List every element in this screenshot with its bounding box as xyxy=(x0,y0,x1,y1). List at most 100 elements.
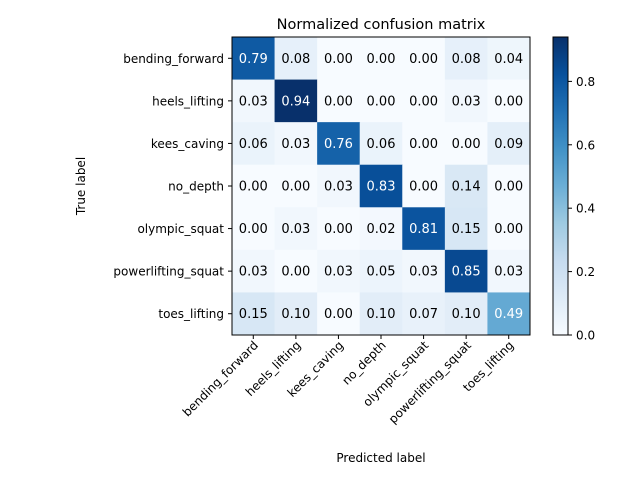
y-tick-label-2: kees_caving xyxy=(151,137,224,151)
y-tick-label-3: no_depth xyxy=(168,180,224,194)
cell-r5-c2 xyxy=(317,249,361,293)
cell-value-r5-c1: 0.00 xyxy=(281,265,310,280)
cell-value-r6-c2: 0.00 xyxy=(324,307,353,322)
x-tick-label-5: powerlifting_squat xyxy=(386,338,474,426)
colorbar-tick-label-2: 0.4 xyxy=(576,202,595,216)
cell-r0-c0 xyxy=(232,37,276,81)
cell-value-r3-c3: 0.83 xyxy=(367,180,396,195)
cell-r4-c1 xyxy=(274,207,318,251)
cell-r2-c1 xyxy=(274,122,318,166)
cell-r0-c1 xyxy=(274,37,318,81)
cell-value-r6-c1: 0.10 xyxy=(281,307,310,322)
cell-r4-c2 xyxy=(317,207,361,251)
cell-value-r2-c6: 0.09 xyxy=(494,137,523,152)
cell-value-r4-c5: 0.15 xyxy=(452,222,481,237)
cell-r1-c2 xyxy=(317,79,361,123)
cell-r1-c6 xyxy=(487,79,531,123)
cell-r2-c3 xyxy=(359,122,403,166)
cell-r5-c3 xyxy=(359,249,403,293)
cell-r4-c4 xyxy=(402,207,446,251)
cell-value-r1-c6: 0.00 xyxy=(494,94,523,109)
cell-value-r5-c5: 0.85 xyxy=(452,265,481,280)
colorbar-tick-label-0: 0.0 xyxy=(576,329,595,343)
cell-value-r6-c6: 0.49 xyxy=(494,307,523,322)
cell-r0-c4 xyxy=(402,37,446,81)
y-tick-label-5: powerlifting_squat xyxy=(113,265,224,279)
cell-r3-c5 xyxy=(444,164,488,208)
cell-r1-c5 xyxy=(444,79,488,123)
cell-r1-c4 xyxy=(402,79,446,123)
cell-r5-c6 xyxy=(487,249,531,293)
cell-value-r4-c0: 0.00 xyxy=(239,222,268,237)
cell-r6-c6 xyxy=(487,292,531,336)
cell-r0-c2 xyxy=(317,37,361,81)
cell-value-r5-c3: 0.05 xyxy=(367,265,396,280)
cell-value-r1-c3: 0.00 xyxy=(367,94,396,109)
y-tick-label-1: heels_lifting xyxy=(152,94,224,108)
cell-value-r0-c0: 0.79 xyxy=(239,52,268,67)
cell-value-r1-c2: 0.00 xyxy=(324,94,353,109)
cell-r3-c4 xyxy=(402,164,446,208)
cell-r4-c0 xyxy=(232,207,276,251)
cell-value-r0-c4: 0.00 xyxy=(409,52,438,67)
cell-value-r6-c4: 0.07 xyxy=(409,307,438,322)
x-tick-label-0: bending_forward xyxy=(180,338,261,419)
cell-value-r3-c2: 0.03 xyxy=(324,180,353,195)
cell-r2-c6 xyxy=(487,122,531,166)
cell-value-labels: 0.79 0.08 0.00 0.00 0.00 0.08 0.04 0.03 0.94 0.00… xyxy=(239,52,523,322)
cell-r6-c5 xyxy=(444,292,488,336)
cell-value-r5-c6: 0.03 xyxy=(494,265,523,280)
cell-value-r5-c2: 0.03 xyxy=(324,265,353,280)
x-axis-ticks: bending_forwardheels_liftingkees_cavingn… xyxy=(180,335,516,426)
cell-r6-c1 xyxy=(274,292,318,336)
y-tick-label-4: olympic_squat xyxy=(137,222,224,236)
cell-value-r2-c4: 0.00 xyxy=(409,137,438,152)
y-axis-title: True label xyxy=(74,157,88,216)
cell-value-r1-c1: 0.94 xyxy=(281,94,310,109)
cell-value-r4-c4: 0.81 xyxy=(409,222,438,237)
cell-value-r1-c4: 0.00 xyxy=(409,94,438,109)
cell-r4-c5 xyxy=(444,207,488,251)
cell-value-r5-c4: 0.03 xyxy=(409,265,438,280)
colorbar-tick-label-4: 0.8 xyxy=(576,75,595,89)
cell-value-r2-c2: 0.76 xyxy=(324,137,353,152)
cell-r0-c5 xyxy=(444,37,488,81)
cell-value-r3-c1: 0.00 xyxy=(281,180,310,195)
cell-value-r5-c0: 0.03 xyxy=(239,265,268,280)
cell-value-r3-c0: 0.00 xyxy=(239,180,268,195)
cell-value-r0-c2: 0.00 xyxy=(324,52,353,67)
cell-r0-c3 xyxy=(359,37,403,81)
y-tick-label-0: bending_forward xyxy=(123,52,224,66)
cell-r6-c2 xyxy=(317,292,361,336)
cell-value-r6-c0: 0.15 xyxy=(239,307,268,322)
cell-r5-c5 xyxy=(444,249,488,293)
cell-value-r4-c1: 0.03 xyxy=(281,222,310,237)
heatmap-cells xyxy=(232,37,531,336)
colorbar-tick-label-1: 0.2 xyxy=(576,265,595,279)
cell-r3-c2 xyxy=(317,164,361,208)
cell-r1-c3 xyxy=(359,79,403,123)
cell-r2-c2 xyxy=(317,122,361,166)
cell-r5-c1 xyxy=(274,249,318,293)
cell-r6-c4 xyxy=(402,292,446,336)
cell-r3-c1 xyxy=(274,164,318,208)
y-tick-label-6: toes_lifting xyxy=(158,307,224,321)
cell-value-r6-c5: 0.10 xyxy=(452,307,481,322)
cell-r3-c3 xyxy=(359,164,403,208)
cell-value-r0-c1: 0.08 xyxy=(281,52,310,67)
cell-value-r1-c0: 0.03 xyxy=(239,94,268,109)
cell-value-r3-c6: 0.00 xyxy=(494,180,523,195)
cell-value-r1-c5: 0.03 xyxy=(452,94,481,109)
cell-value-r6-c3: 0.10 xyxy=(367,307,396,322)
cell-value-r2-c0: 0.06 xyxy=(239,137,268,152)
colorbar xyxy=(552,36,569,336)
cell-r2-c5 xyxy=(444,122,488,166)
y-axis-ticks: bending_forward heels_lifting kees_cavingn… xyxy=(113,52,232,321)
cell-r6-c0 xyxy=(232,292,276,336)
cell-r1-c0 xyxy=(232,79,276,123)
cell-r3-c6 xyxy=(487,164,531,208)
cell-r0-c6 xyxy=(487,37,531,81)
cell-value-r3-c4: 0.00 xyxy=(409,180,438,195)
cell-value-r0-c6: 0.04 xyxy=(494,52,523,67)
